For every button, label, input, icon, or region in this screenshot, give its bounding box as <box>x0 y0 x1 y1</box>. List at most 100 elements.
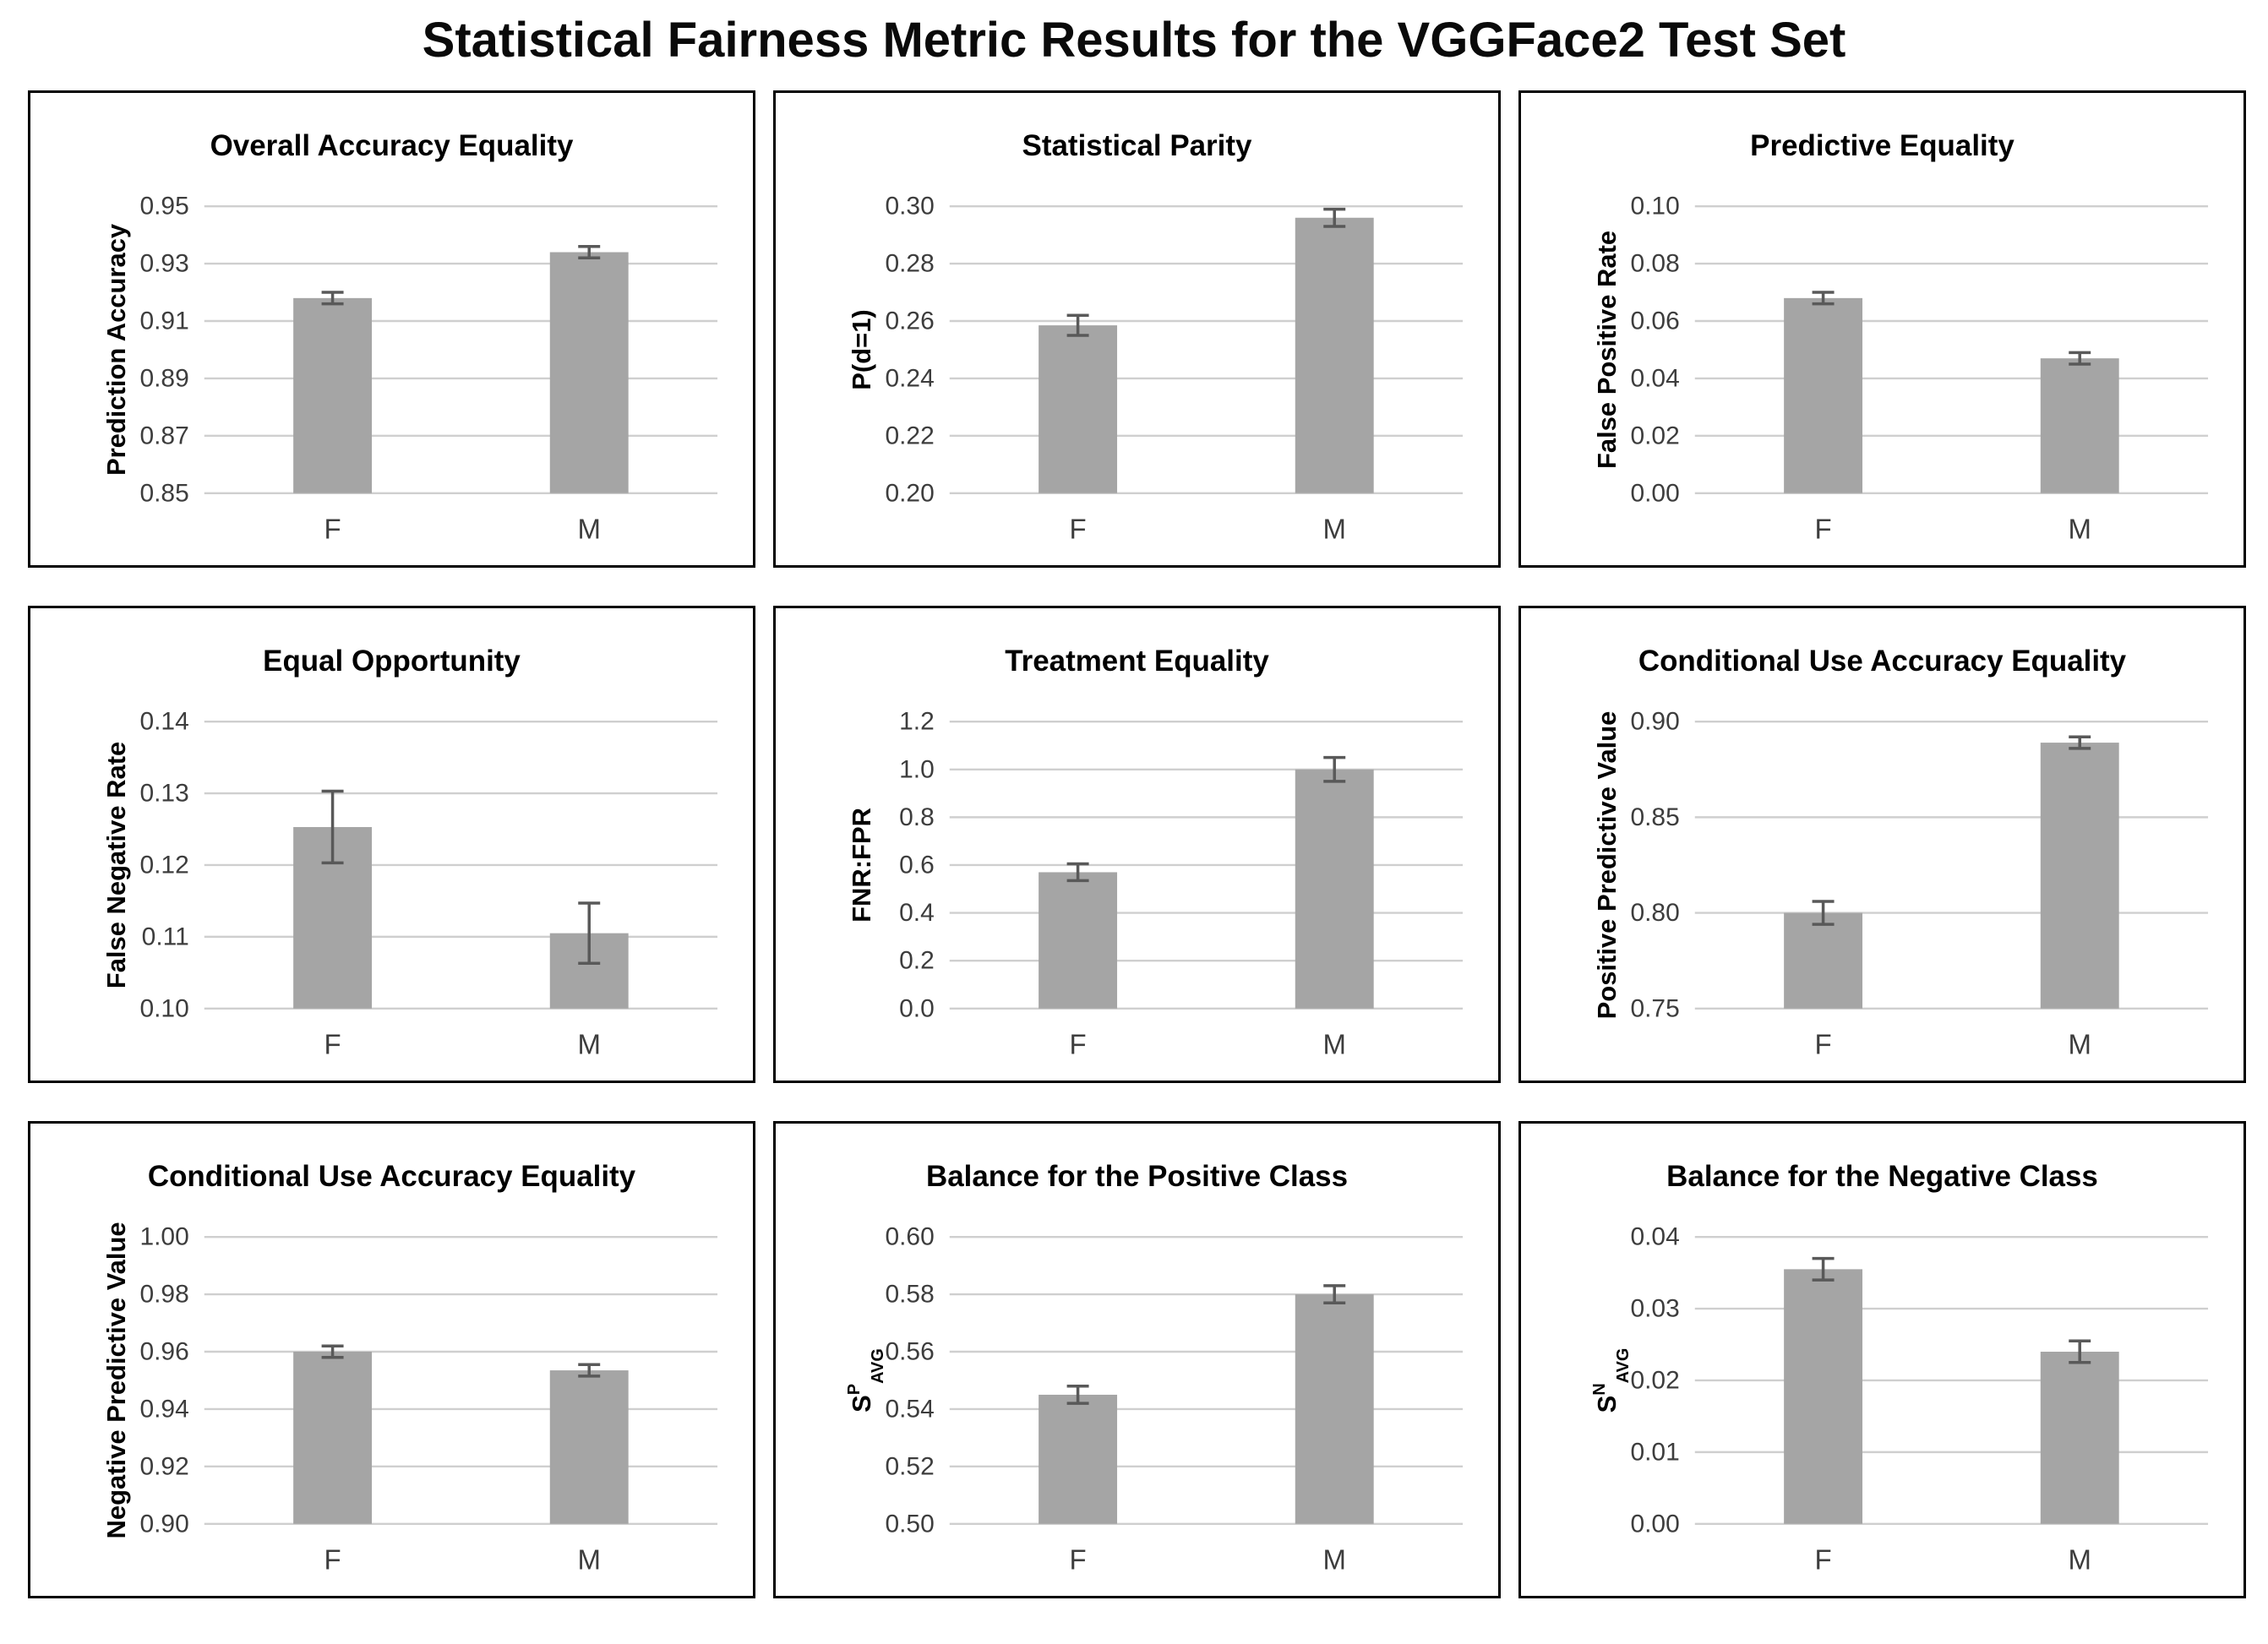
chart-panel-conditional-use-accuracy-equality-6: 0.90 0.92 0.94 0.96 0.98 1.00 F M Conditional Us… <box>28 1121 755 1598</box>
y-tick-label: 0.12 <box>139 851 188 879</box>
y-tick-label: 1.2 <box>899 708 935 736</box>
y-tick-label: 0.04 <box>1630 1223 1679 1251</box>
error-bar-F <box>1066 1385 1089 1405</box>
chart-panel-treatment-equality-4: 0.0 0.2 0.4 0.6 0.8 1.0 1.2 F M Treatment Equalit… <box>773 606 1501 1083</box>
chart-panel-statistical-parity-1: 0.20 0.22 0.24 0.26 0.28 0.30 F M Statistical Pa… <box>773 90 1501 568</box>
chart-title: Balance for the Negative Class <box>1666 1160 2098 1193</box>
y-tick-label: 0.08 <box>1630 250 1679 278</box>
chart-panel-balance-for-the-positive-class-7: 0.50 0.52 0.54 0.56 0.58 0.60 F M Balance for th… <box>773 1121 1501 1598</box>
bar-chart-svg: 0.00 0.02 0.04 0.06 0.08 0.10 F M Predictive Equ… <box>1592 129 2209 545</box>
bar-chart-svg: 0.00 0.01 0.02 0.03 0.04 F M Balance for the Ne… <box>1590 1160 2209 1576</box>
bar-M <box>1295 217 1374 493</box>
bar-F <box>1039 325 1118 493</box>
y-tick-label: 0.52 <box>885 1452 934 1480</box>
y-tick-label: 0.80 <box>1630 899 1679 927</box>
bar-F <box>1039 1394 1118 1524</box>
y-axis-label: FNR:FPR <box>847 808 876 923</box>
x-category-label: M <box>1323 1544 1346 1576</box>
y-axis-label: Prediction Accuracy <box>101 223 131 476</box>
y-tick-label: 0.4 <box>899 899 935 927</box>
x-category-label: M <box>2069 1544 2091 1576</box>
bar-F <box>293 297 373 493</box>
bar-M <box>2040 743 2119 1009</box>
y-tick-label: 0.24 <box>885 364 934 392</box>
error-bar-F <box>321 291 344 306</box>
y-tick-label: 0.92 <box>139 1452 188 1480</box>
error-bar-M <box>1323 755 1346 783</box>
x-category-label: F <box>1070 1544 1087 1576</box>
y-axis-label: Negative Predictive Value <box>101 1222 131 1538</box>
x-category-label: F <box>324 1029 341 1060</box>
y-tick-label: 0.20 <box>885 479 934 507</box>
bar-F <box>1784 912 1863 1009</box>
chart-panel-equal-opportunity-3: 0.10 0.11 0.12 0.13 0.14 F M Equal Opportunity F… <box>28 606 755 1083</box>
y-tick-label: 0.26 <box>885 308 934 335</box>
y-tick-label: 0.93 <box>139 250 188 278</box>
x-category-label: M <box>1323 1029 1346 1060</box>
y-tick-label: 0.85 <box>1630 803 1679 831</box>
chart-panel-overall-accuracy-equality-0: 0.85 0.87 0.89 0.91 0.93 0.95 F M Overall Accura… <box>28 90 755 568</box>
bar-chart-svg: 0.20 0.22 0.24 0.26 0.28 0.30 F M Statistical Pa… <box>847 129 1464 545</box>
y-tick-label: 1.00 <box>139 1223 188 1251</box>
chart-title: Predictive Equality <box>1750 129 2014 162</box>
bar-chart-svg: 0.85 0.87 0.89 0.91 0.93 0.95 F M Overall Accura… <box>101 129 718 545</box>
y-tick-label: 0.90 <box>1630 708 1679 736</box>
y-tick-label: 0.30 <box>885 193 934 220</box>
chart-title: Conditional Use Accuracy Equality <box>1638 645 2127 678</box>
y-tick-label: 0.10 <box>1630 193 1679 220</box>
y-tick-label: 0.50 <box>885 1510 934 1538</box>
y-axis-label: SPAVG <box>845 1348 887 1413</box>
y-tick-label: 0.94 <box>139 1395 188 1423</box>
y-tick-label: 0.06 <box>1630 308 1679 335</box>
error-bar-M <box>578 901 601 966</box>
error-bar-M <box>2069 351 2091 366</box>
x-category-label: F <box>1070 1029 1087 1060</box>
y-tick-label: 0.8 <box>899 803 935 831</box>
error-bar-F <box>1812 1256 1835 1282</box>
error-bar-M <box>1323 1284 1346 1305</box>
error-bar-F <box>1812 291 1835 306</box>
y-axis-label: SNAVG <box>1590 1348 1633 1413</box>
bar-M <box>2040 358 2119 493</box>
y-tick-label: 0.01 <box>1630 1438 1679 1466</box>
error-bar-M <box>2069 735 2091 750</box>
x-category-label: M <box>1323 514 1346 545</box>
error-bar-M <box>1323 207 1346 228</box>
chart-panel-balance-for-the-negative-class-8: 0.00 0.01 0.02 0.03 0.04 F M Balance for the Ne… <box>1518 1121 2246 1598</box>
bar-F <box>1784 1269 1863 1524</box>
error-bar-F <box>321 1344 344 1359</box>
bar-chart-svg: 0.75 0.80 0.85 0.90 F M Conditional Use Accura… <box>1592 645 2209 1060</box>
x-category-label: F <box>324 514 341 545</box>
page-title: Statistical Fairness Metric Results for … <box>422 13 1846 68</box>
y-tick-label: 0.02 <box>1630 1366 1679 1394</box>
y-tick-label: 0.13 <box>139 780 188 808</box>
chart-title: Balance for the Positive Class <box>926 1160 1348 1193</box>
y-tick-label: 1.0 <box>899 755 935 783</box>
y-tick-label: 0.00 <box>1630 479 1679 507</box>
bar-M <box>549 252 629 493</box>
x-category-label: M <box>2069 1029 2091 1060</box>
x-category-label: M <box>578 1544 601 1576</box>
y-tick-label: 0.85 <box>139 479 188 507</box>
bar-chart-svg: 0.10 0.11 0.12 0.13 0.14 F M Equal Opportunity F… <box>101 645 718 1060</box>
bar-chart-svg: 0.50 0.52 0.54 0.56 0.58 0.60 F M Balance for th… <box>845 1160 1464 1576</box>
y-tick-label: 0.95 <box>139 193 188 220</box>
bar-M <box>549 1370 629 1524</box>
x-category-label: F <box>1815 514 1832 545</box>
y-axis-label: P(d=1) <box>847 309 876 389</box>
x-category-label: F <box>324 1544 341 1576</box>
y-tick-label: 0.22 <box>885 422 934 449</box>
y-tick-label: 0.03 <box>1630 1295 1679 1323</box>
bar-M <box>1295 1294 1374 1524</box>
bar-chart-svg: 0.90 0.92 0.94 0.96 0.98 1.00 F M Conditional Us… <box>101 1160 718 1576</box>
x-category-label: F <box>1815 1029 1832 1060</box>
x-category-label: M <box>578 514 601 545</box>
bar-F <box>1039 872 1118 1009</box>
error-bar-F <box>1066 862 1089 883</box>
y-tick-label: 0.56 <box>885 1338 934 1366</box>
error-bar-F <box>1812 900 1835 926</box>
page: Statistical Fairness Metric Results for … <box>0 12 2268 1644</box>
y-tick-label: 0.04 <box>1630 364 1679 392</box>
y-tick-label: 0.0 <box>899 994 935 1022</box>
charts-grid: 0.85 0.87 0.89 0.91 0.93 0.95 F M Overall Accura… <box>0 90 2268 1598</box>
